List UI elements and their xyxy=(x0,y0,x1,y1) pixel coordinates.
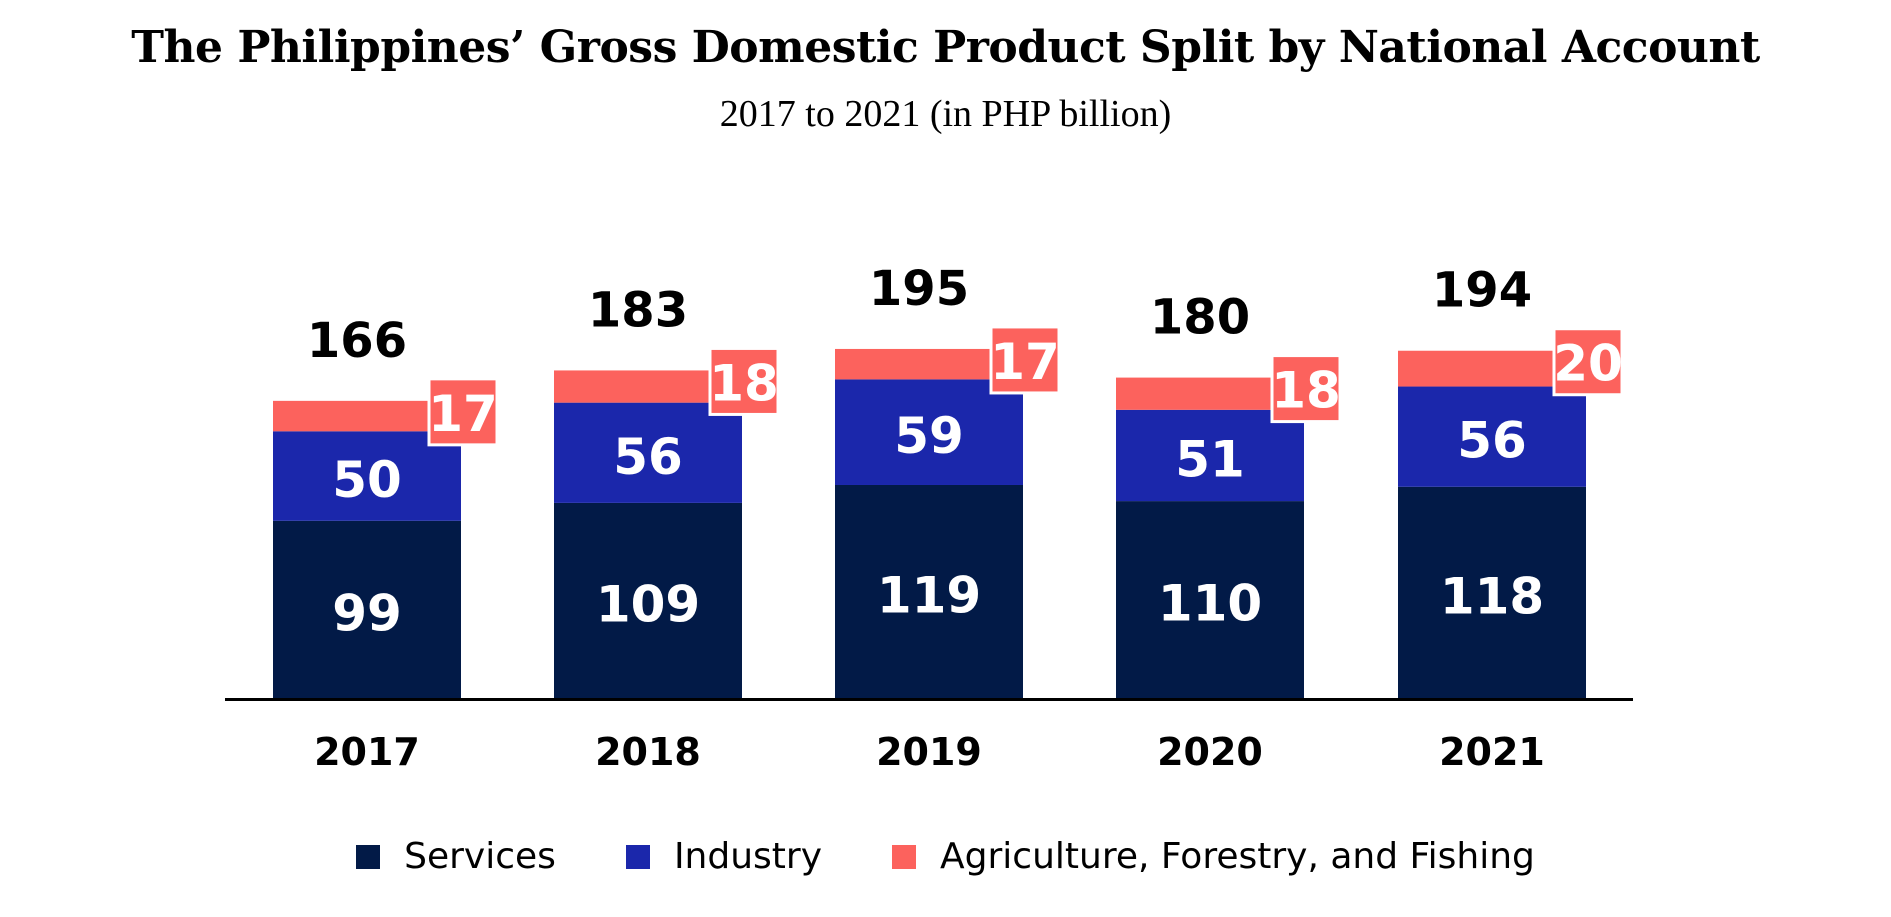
chart-subtitle: 2017 to 2021 (in PHP billion) xyxy=(719,93,1172,135)
bar-segment-2021-1 xyxy=(1398,386,1586,487)
legend-label-services: Services xyxy=(404,836,556,877)
data-label-2018-2: 18 xyxy=(709,354,779,412)
data-label-2021-1: 56 xyxy=(1457,412,1527,470)
bar-segment-2020-1 xyxy=(1116,409,1304,502)
data-label-2020-2: 18 xyxy=(1271,362,1341,420)
data-label-box-2018 xyxy=(708,346,780,416)
legend-item-agriculture: Agriculture, Forestry, and Fishing xyxy=(892,836,1535,877)
data-label-2018-1: 56 xyxy=(613,428,683,486)
data-label-2019-2: 17 xyxy=(990,333,1060,391)
legend-item-industry: Industry xyxy=(625,836,823,877)
bar-segment-2017-0 xyxy=(273,520,461,698)
data-label-2021-2: 20 xyxy=(1553,335,1623,393)
data-label-2019-1: 59 xyxy=(894,407,964,465)
bar-segment-2019-1 xyxy=(835,379,1023,485)
total-label-2017: 166 xyxy=(307,313,407,369)
legend-label-agriculture: Agriculture, Forestry, and Fishing xyxy=(940,836,1535,877)
bar-segment-2020-0 xyxy=(1116,501,1304,698)
data-label-box-2020 xyxy=(1270,354,1342,424)
data-label-2017-2: 17 xyxy=(428,385,498,443)
data-label-2019-0: 119 xyxy=(877,566,981,624)
chart-title: The Philippines’ Gross Domestic Product … xyxy=(131,22,1760,73)
legend-swatch-services xyxy=(356,844,381,869)
data-label-2020-1: 51 xyxy=(1175,430,1245,488)
bar-segment-2021-0 xyxy=(1398,486,1586,698)
data-label-2021-0: 118 xyxy=(1440,567,1544,625)
legend-swatch-agriculture xyxy=(892,844,917,869)
data-label-box-2019 xyxy=(989,325,1061,395)
legend: Services Industry Agriculture, Forestry,… xyxy=(0,836,1891,877)
data-label-2017-1: 50 xyxy=(332,451,402,509)
x-tick-label-2021: 2021 xyxy=(1439,730,1545,774)
bar-segment-2018-1 xyxy=(554,402,742,503)
data-label-2018-0: 109 xyxy=(596,575,700,633)
data-label-box-2017 xyxy=(427,377,499,447)
x-tick-label-2020: 2020 xyxy=(1157,730,1263,774)
legend-swatch-industry xyxy=(625,844,650,869)
bar-segment-2019-0 xyxy=(835,484,1023,698)
total-label-2020: 180 xyxy=(1150,290,1250,346)
x-tick-label-2018: 2018 xyxy=(595,730,701,774)
data-label-2020-0: 110 xyxy=(1158,575,1262,633)
total-label-2018: 183 xyxy=(588,282,688,338)
data-label-box-2021 xyxy=(1552,327,1624,397)
total-label-2021: 194 xyxy=(1432,263,1532,319)
legend-label-industry: Industry xyxy=(673,836,823,877)
x-tick-label-2019: 2019 xyxy=(876,730,982,774)
x-tick-label-2017: 2017 xyxy=(314,730,420,774)
total-label-2019: 195 xyxy=(869,261,969,317)
bar-segment-2018-0 xyxy=(554,502,742,698)
legend-item-services: Services xyxy=(356,836,556,877)
data-label-2017-0: 99 xyxy=(332,584,402,642)
